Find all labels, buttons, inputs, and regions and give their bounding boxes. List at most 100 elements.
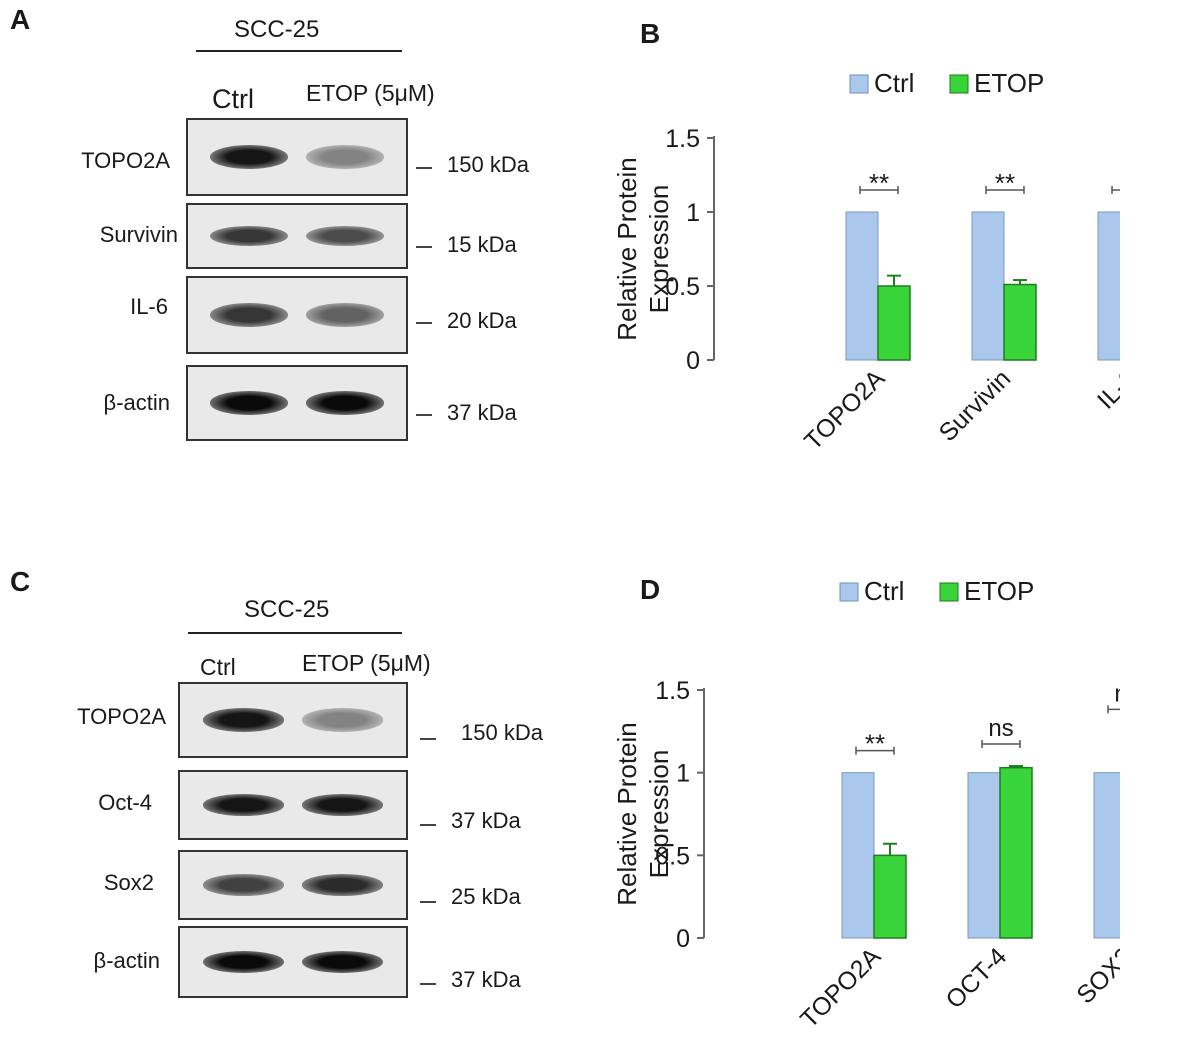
blot-band [302, 874, 384, 896]
y-tick-label: 0.5 [655, 842, 690, 870]
x-tick-label: IL-6 [1092, 364, 1120, 414]
y-tick-label: 1 [686, 199, 700, 227]
blot-band [305, 226, 385, 246]
x-tick-label: TOPO2A [795, 942, 886, 1033]
header-line [196, 50, 402, 52]
kda-tick [420, 738, 436, 740]
blot-strip [186, 365, 408, 441]
bar-etop [999, 766, 1033, 939]
legend-swatch-ctrl [849, 74, 869, 94]
panel-label-b: B [640, 18, 661, 49]
blot-band [202, 794, 284, 816]
kda-tick [416, 167, 432, 169]
kda-label: 37 kDa [447, 400, 517, 425]
condition-etop-label: ETOP (5μM) [306, 80, 435, 106]
kda-tick [420, 824, 436, 826]
bar-etop [873, 854, 907, 939]
kda-label: 15 kDa [447, 232, 517, 257]
legend: Ctrl ETOP [849, 68, 1044, 98]
y-tick-label: 0 [676, 925, 690, 953]
kda-label: 37 kDa [451, 967, 521, 992]
legend-swatch-etop [939, 582, 959, 602]
blot-band [305, 391, 385, 415]
bar-ctrl [1097, 211, 1120, 361]
y-axis-label: Relative ProteinExpression [612, 722, 674, 906]
protein-label: β-actin [103, 390, 170, 415]
bar-ctrl [971, 211, 1005, 361]
bar-etop [877, 285, 911, 361]
blot-band [302, 708, 384, 732]
x-tick-label: SOX2 [1071, 942, 1120, 1009]
bar-ctrl [967, 772, 1001, 939]
legend-label-etop: ETOP [964, 576, 1034, 606]
x-tick-label: TOPO2A [799, 364, 890, 455]
blot-band [209, 145, 289, 169]
kda-tick [420, 983, 436, 985]
kda-label: 150 kDa [461, 720, 543, 745]
protein-label: TOPO2A [77, 704, 166, 729]
blot-band [209, 303, 289, 327]
kda-label: 150 kDa [447, 152, 529, 177]
y-tick-label: 1.5 [655, 677, 690, 705]
y-axis-label: Relative ProteinExpression [612, 157, 674, 341]
legend-label-ctrl: Ctrl [864, 576, 904, 606]
significance-label: ns [1114, 680, 1120, 707]
blot-band [305, 303, 385, 327]
panel-label-a: A [10, 4, 31, 35]
y-tick-label: 1 [676, 760, 690, 788]
bar-ctrl [841, 772, 875, 939]
legend-swatch-etop [949, 74, 969, 94]
y-tick-label: 0.5 [665, 273, 700, 301]
blot-band [302, 794, 384, 816]
kda-tick [420, 901, 436, 903]
bar-etop [1003, 283, 1037, 361]
legend-swatch-ctrl [839, 582, 859, 602]
significance-label: ** [995, 168, 1015, 198]
protein-label: Oct-4 [98, 790, 152, 815]
bar-ctrl [845, 211, 879, 361]
legend: Ctrl ETOP [839, 576, 1034, 606]
x-tick-label: OCT-4 [940, 942, 1012, 1014]
y-tick-label: 0 [686, 347, 700, 375]
protein-label: TOPO2A [81, 148, 170, 173]
kda-label: 25 kDa [451, 884, 521, 909]
protein-label: Sox2 [103, 870, 154, 895]
kda-label: 20 kDa [447, 308, 517, 333]
panel-label-d: D [640, 574, 661, 605]
blot-strip [186, 118, 408, 196]
protein-label: Survivin [99, 222, 178, 247]
blot-band [202, 951, 284, 973]
blot-strip [178, 770, 408, 840]
condition-ctrl-label: Ctrl [212, 84, 254, 114]
blot-strip [178, 926, 408, 998]
header-line [188, 632, 402, 634]
protein-label: IL-6 [130, 294, 168, 319]
condition-ctrl-label: Ctrl [200, 654, 236, 680]
kda-tick [416, 322, 432, 324]
blot-strip [178, 682, 408, 758]
blot-band [305, 145, 385, 169]
kda-tick [416, 246, 432, 248]
x-tick-label: Survivin [934, 364, 1017, 447]
blot-band [302, 951, 384, 973]
kda-label: 37 kDa [451, 808, 521, 833]
legend-label-etop: ETOP [974, 68, 1044, 98]
bar-ctrl [1093, 772, 1120, 939]
legend-label-ctrl: Ctrl [874, 68, 914, 98]
kda-tick [416, 414, 432, 416]
condition-etop-label: ETOP (5μM) [302, 650, 431, 676]
y-tick-label: 1.5 [665, 125, 700, 153]
cell-line-label: SCC-25 [234, 16, 320, 43]
significance-label: ** [865, 729, 885, 759]
panel-label-c: C [10, 566, 31, 597]
blot-band [209, 226, 289, 246]
blot-band [202, 708, 284, 732]
blot-strip [186, 203, 408, 269]
blot-band [202, 874, 284, 896]
blot-band [209, 391, 289, 415]
protein-label: β-actin [93, 948, 160, 973]
blot-strip [186, 276, 408, 354]
significance-label: ns [988, 715, 1013, 742]
bar-chart-b: Ctrl ETOP 0 0.5 1 1.5 Relative ProteinExpressi… [612, 68, 1120, 456]
significance-label: ** [869, 168, 889, 198]
